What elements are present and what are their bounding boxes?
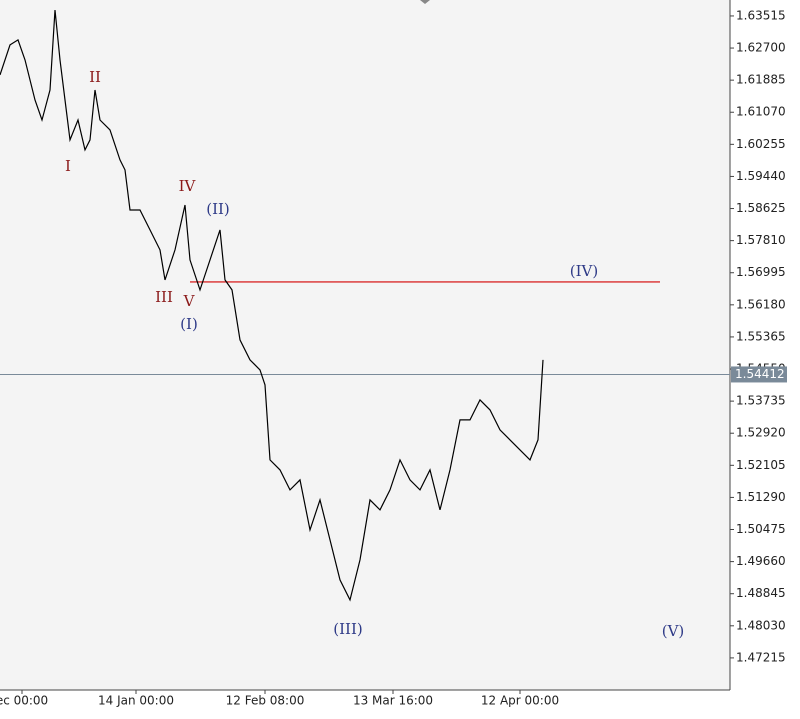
x-tick-label: 14 Jan 00:00 bbox=[98, 694, 174, 708]
x-tick-label: 12 Apr 00:00 bbox=[481, 694, 559, 708]
y-tick-label: 1.62700 bbox=[736, 41, 786, 55]
y-tick-label: 1.48030 bbox=[736, 618, 786, 632]
y-tick-label: 1.48845 bbox=[736, 586, 786, 600]
plot-area bbox=[0, 0, 730, 690]
price-label-bg bbox=[731, 366, 787, 383]
y-tick-label: 1.55365 bbox=[736, 329, 786, 343]
y-tick-label: 1.61885 bbox=[736, 73, 786, 87]
y-tick-label: 1.60255 bbox=[736, 137, 786, 151]
wave-label: II bbox=[89, 68, 101, 86]
wave-label: (II) bbox=[206, 200, 230, 218]
y-tick-label: 1.59440 bbox=[736, 169, 786, 183]
y-tick-label: 1.58625 bbox=[736, 201, 786, 215]
y-tick-label: 1.56995 bbox=[736, 265, 786, 279]
y-tick-label: 1.61070 bbox=[736, 105, 786, 119]
wave-label: V bbox=[183, 292, 196, 310]
wave-label: IV bbox=[179, 177, 197, 195]
price-label: 1.54412 bbox=[735, 367, 785, 381]
y-tick-label: 1.52105 bbox=[736, 458, 786, 472]
y-tick-label: 1.47215 bbox=[736, 650, 786, 664]
wave-label: (III) bbox=[333, 620, 362, 638]
y-tick-label: 1.51290 bbox=[736, 490, 786, 504]
y-tick-label: 1.53735 bbox=[736, 394, 786, 408]
x-tick-label: ec 00:00 bbox=[0, 694, 48, 708]
y-tick-label: 1.57810 bbox=[736, 233, 786, 247]
price-line-series bbox=[0, 9, 544, 602]
wave-label: III bbox=[155, 288, 173, 306]
wave-label: (I) bbox=[180, 315, 198, 333]
y-tick-label: 1.56180 bbox=[736, 297, 786, 311]
wave-label: (V) bbox=[662, 622, 685, 640]
marker bbox=[420, 0, 430, 4]
y-tick-label: 1.52920 bbox=[736, 426, 786, 440]
x-tick-label: 13 Mar 16:00 bbox=[353, 694, 433, 708]
y-tick-label: 1.63515 bbox=[736, 8, 786, 22]
y-tick-label: 1.50475 bbox=[736, 522, 786, 536]
wave-label: (IV) bbox=[570, 262, 598, 280]
y-tick-label: 1.49660 bbox=[736, 554, 786, 568]
x-tick-label: 12 Feb 08:00 bbox=[226, 694, 305, 708]
wave-label: I bbox=[65, 157, 71, 175]
